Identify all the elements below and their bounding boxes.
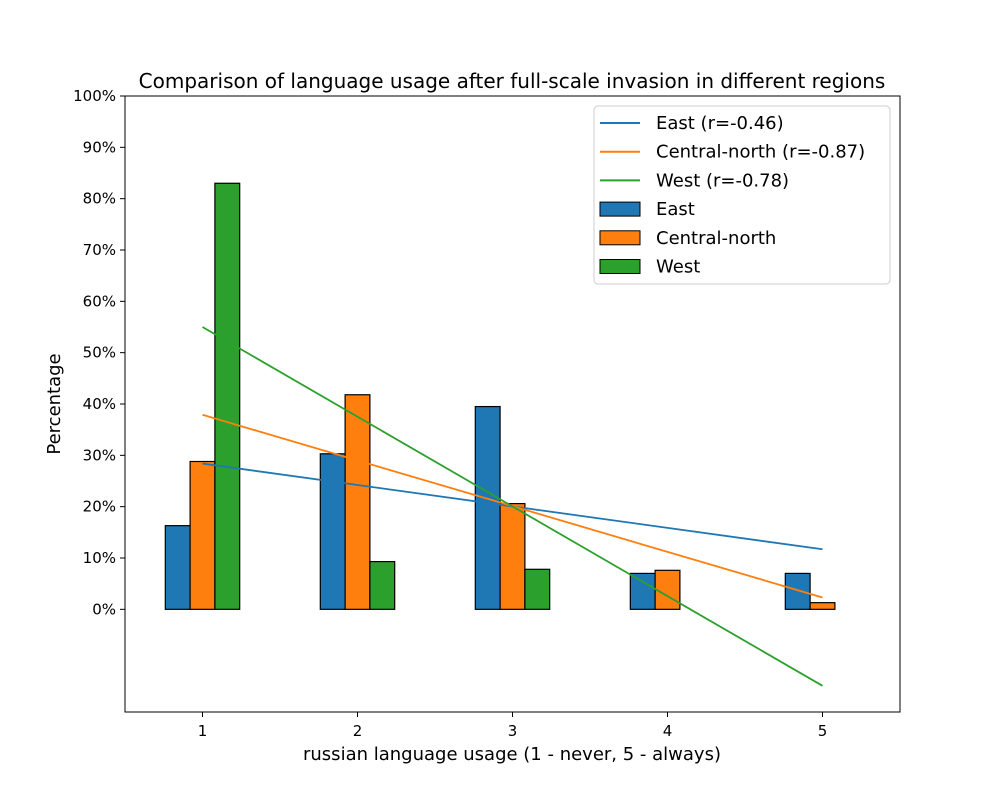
legend-entry-label: East (r=-0.46) [656,113,784,134]
legend-frame [593,105,891,285]
y-tick-label: 90% [83,138,116,156]
y-tick-label: 10% [83,549,116,567]
x-axis-ticks: 1 2 3 4 5 [198,712,828,740]
bar-central-north-5 [809,602,836,610]
bar-east-5 [784,572,811,610]
bars-layer [164,182,836,610]
y-axis-ticks: 0% 10% 20% 30% 40% 50% 60% 70% 80% 90% 100% [73,87,125,618]
y-tick-label: 30% [83,446,116,464]
legend-patch-swatch [599,201,641,217]
bar-east-2 [319,453,346,610]
bar-west-1 [214,182,241,610]
bar-west-2 [369,560,396,610]
legend: East (r=-0.46) Central-north (r=-0.87) Wes… [593,105,891,285]
x-tick-label: 4 [663,722,673,740]
bar-central-north-3 [499,502,526,610]
bar-central-north-2 [344,394,371,610]
bar-west-3 [524,568,551,610]
trend-lines-layer [202,326,823,687]
y-tick-label: 20% [83,498,116,516]
legend-entry-label: East [656,199,695,220]
legend-patch-swatch [599,230,641,246]
y-tick-label: 100% [73,87,116,105]
x-tick-label: 2 [353,722,363,740]
legend-entry-label: West [656,257,700,278]
y-tick-label: 40% [83,395,116,413]
chart-title: Comparison of language usage after full-… [139,69,886,93]
bar-east-3 [474,405,501,610]
x-tick-label: 1 [198,722,208,740]
x-axis-label: russian language usage (1 - never, 5 - a… [303,744,721,765]
legend-entry-label: West (r=-0.78) [656,170,789,191]
legend-entry-label: Central-north (r=-0.87) [656,142,865,163]
bar-east-4 [629,572,656,610]
bar-east-1 [164,525,191,610]
y-tick-label: 0% [92,600,116,618]
trend-line-west [202,326,823,687]
y-tick-label: 80% [83,190,116,208]
legend-entry-label: Central-north [656,228,776,249]
y-tick-label: 50% [83,344,116,362]
y-tick-label: 70% [83,241,116,259]
x-tick-label: 5 [818,722,828,740]
y-axis-label: Percentage [44,353,65,454]
bar-central-north-1 [189,460,216,610]
y-tick-label: 60% [83,292,116,310]
x-tick-label: 3 [508,722,518,740]
bar-central-north-4 [654,569,681,610]
legend-patch-swatch [599,259,641,274]
